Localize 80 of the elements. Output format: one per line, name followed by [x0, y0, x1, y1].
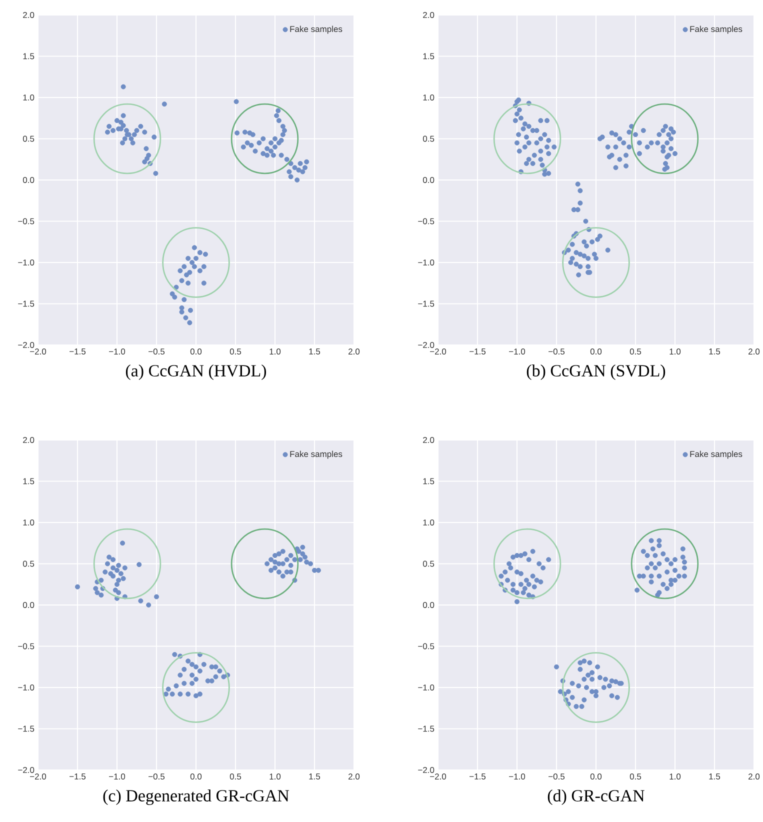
y-tick-label: 2.0: [422, 436, 434, 443]
text: (a) CcGAN (HVDL): [126, 364, 266, 380]
y-tick-label: −1.0: [18, 684, 34, 690]
x-tick-label: 0.0: [590, 348, 602, 355]
x-tick-label: 0.5: [630, 774, 641, 780]
y-tick-label: −0.5: [18, 218, 34, 224]
x-tick-label: −1.5: [469, 348, 486, 354]
x-tick-label: 1.5: [709, 348, 720, 354]
x-tick-label: −2.0: [30, 348, 46, 355]
x-tick-label: −1.5: [69, 774, 86, 780]
x-tick-label: 0.0: [190, 774, 202, 780]
y-tick-label: 2.0: [22, 436, 34, 443]
x-tick-label: −1.5: [469, 774, 486, 780]
legend-label: Fake samples: [290, 26, 342, 34]
x-tick-label: 1.0: [670, 774, 680, 780]
x-tick-label: 0.0: [590, 774, 602, 780]
y-tick-label: −2.0: [18, 766, 34, 773]
x-tick-label: 0.5: [630, 348, 641, 355]
x-tick-label: 2.0: [748, 774, 760, 780]
y-tick-label: 1.5: [23, 478, 34, 484]
x-tick-label: −1.0: [108, 774, 125, 780]
x-tick-label: 2.0: [748, 348, 760, 355]
x-tick-label: 1.0: [270, 348, 280, 355]
y-tick-label: −1.0: [18, 259, 34, 266]
y-tick-label: −2.0: [418, 766, 434, 773]
y-tick-label: 1.0: [423, 94, 434, 100]
y-tick-label: −1.0: [418, 259, 434, 266]
y-tick-label: −0.5: [18, 643, 34, 650]
x-tick-label: −0.5: [148, 348, 164, 355]
y-tick-label: 1.5: [423, 53, 434, 60]
x-tick-label: 0.0: [190, 348, 202, 355]
x-tick-label: 1.0: [270, 774, 280, 780]
text: (d) GR-cGAN: [548, 790, 644, 805]
x-tick-label: 1.5: [309, 774, 320, 780]
y-tick-label: −0.5: [418, 643, 434, 650]
y-tick-label: −1.5: [418, 726, 434, 732]
y-tick-label: −0.5: [418, 218, 434, 224]
y-tick-label: 1.5: [423, 478, 434, 484]
text: (b) CcGAN (SVDL): [526, 364, 665, 380]
y-tick-label: 0.0: [22, 602, 34, 608]
y-tick-label: 0.5: [22, 136, 34, 142]
y-tick-label: −1.5: [18, 300, 34, 307]
x-tick-label: 0.5: [230, 774, 241, 780]
text: (c) Degenerated GR-cGAN: [103, 790, 289, 805]
legend-label: Fake samples: [690, 450, 742, 459]
x-tick-label: −2.0: [30, 774, 46, 780]
y-tick-label: 0.0: [422, 602, 434, 608]
legend-label: Fake samples: [690, 26, 742, 34]
x-tick-label: −2.0: [430, 774, 446, 780]
x-tick-label: 0.5: [230, 348, 241, 355]
x-tick-label: −0.5: [548, 348, 564, 355]
y-tick-label: 1.0: [423, 519, 434, 526]
y-tick-label: 0.5: [422, 560, 434, 567]
x-tick-label: −0.5: [148, 774, 164, 780]
x-tick-label: 2.0: [348, 348, 360, 355]
x-tick-label: 1.0: [670, 348, 680, 355]
y-tick-label: −2.0: [18, 342, 34, 348]
x-tick-label: −2.0: [430, 348, 446, 355]
y-tick-label: −1.5: [18, 726, 34, 732]
x-tick-label: 1.5: [709, 774, 720, 780]
x-tick-label: −0.5: [548, 774, 564, 780]
y-tick-label: 1.5: [23, 53, 34, 60]
legend-label: Fake samples: [290, 450, 342, 459]
x-tick-label: 1.5: [309, 348, 320, 354]
x-tick-label: 2.0: [348, 774, 360, 780]
x-tick-label: −1.0: [508, 348, 525, 355]
y-tick-label: 1.0: [23, 519, 34, 526]
y-tick-label: 0.5: [422, 136, 434, 142]
x-tick-label: −1.5: [69, 348, 86, 354]
y-tick-label: −2.0: [418, 342, 434, 348]
y-tick-label: −1.5: [418, 300, 434, 307]
x-tick-label: −1.0: [108, 348, 125, 355]
y-tick-label: 2.0: [22, 12, 34, 18]
x-tick-label: −1.0: [508, 774, 525, 780]
y-tick-label: 0.0: [22, 176, 34, 183]
y-tick-label: 2.0: [422, 12, 434, 18]
y-tick-label: 0.5: [22, 560, 34, 567]
y-tick-label: −1.0: [418, 684, 434, 691]
y-tick-label: 1.0: [23, 94, 34, 100]
y-tick-label: 0.0: [422, 176, 434, 183]
